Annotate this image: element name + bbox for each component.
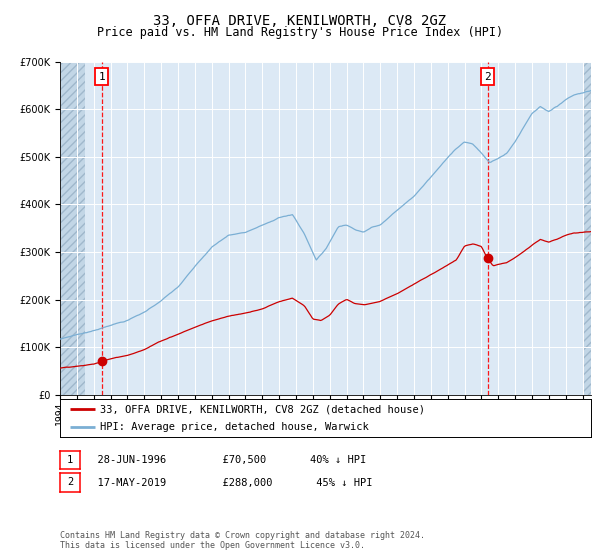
Bar <box>60 62 85 395</box>
Text: 17-MAY-2019         £288,000       45% ↓ HPI: 17-MAY-2019 £288,000 45% ↓ HPI <box>85 478 373 488</box>
Text: 33, OFFA DRIVE, KENILWORTH, CV8 2GZ: 33, OFFA DRIVE, KENILWORTH, CV8 2GZ <box>154 14 446 28</box>
Text: HPI: Average price, detached house, Warwick: HPI: Average price, detached house, Warw… <box>100 422 368 432</box>
Text: Price paid vs. HM Land Registry's House Price Index (HPI): Price paid vs. HM Land Registry's House … <box>97 26 503 39</box>
Text: 2: 2 <box>67 478 73 487</box>
Text: 28-JUN-1996         £70,500       40% ↓ HPI: 28-JUN-1996 £70,500 40% ↓ HPI <box>85 455 367 465</box>
Text: 2: 2 <box>484 72 491 82</box>
Text: 33, OFFA DRIVE, KENILWORTH, CV8 2GZ (detached house): 33, OFFA DRIVE, KENILWORTH, CV8 2GZ (det… <box>100 404 425 414</box>
Bar <box>583 62 591 395</box>
Bar <box>60 62 85 395</box>
Text: 1: 1 <box>98 72 106 82</box>
Bar <box>583 62 591 395</box>
Text: Contains HM Land Registry data © Crown copyright and database right 2024.
This d: Contains HM Land Registry data © Crown c… <box>60 530 425 550</box>
Text: 1: 1 <box>67 455 73 465</box>
